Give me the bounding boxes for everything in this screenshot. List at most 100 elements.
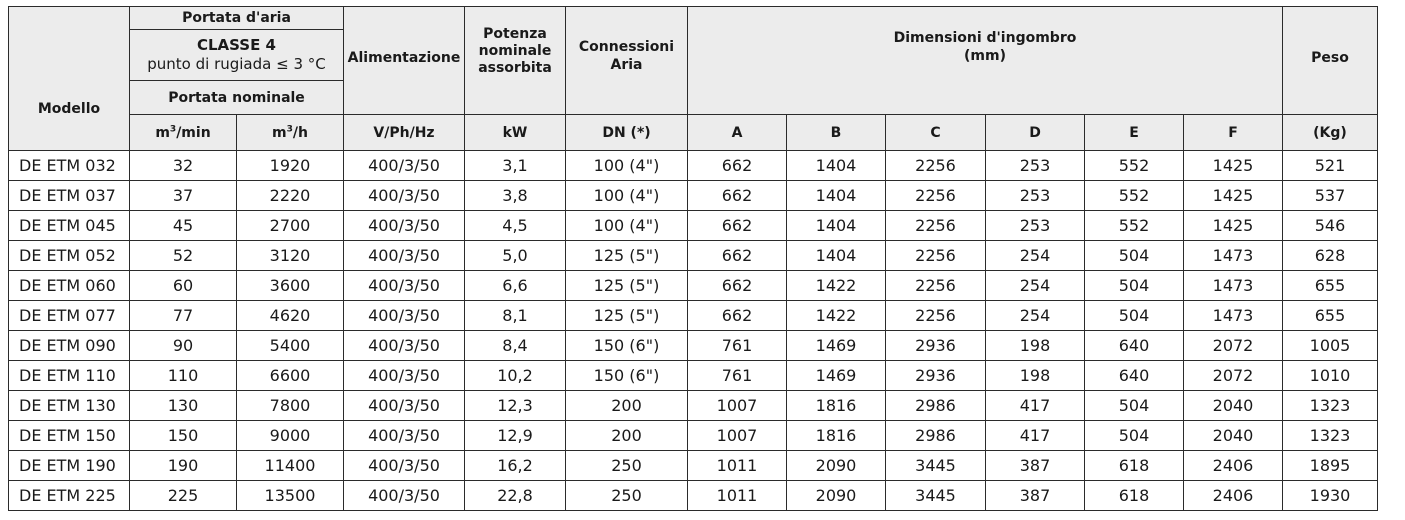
cell-dim-d: 253 <box>985 180 1085 211</box>
cell-m3h: 5400 <box>236 330 344 361</box>
cell-peso: 1323 <box>1282 420 1378 451</box>
header-portata-aria: Portata d'aria <box>129 6 344 30</box>
cell-potenza: 12,9 <box>464 420 566 451</box>
cell-dim-c: 2986 <box>885 420 986 451</box>
cell-dim-f: 1473 <box>1183 270 1283 301</box>
cell-m3h: 3600 <box>236 270 344 301</box>
cell-m3h: 2220 <box>236 180 344 211</box>
cell-dim-c: 2256 <box>885 150 986 181</box>
header-classe: CLASSE 4 punto di rugiada ≤ 3 °C <box>129 29 344 81</box>
cell-dim-e: 640 <box>1084 330 1184 361</box>
cell-potenza: 3,1 <box>464 150 566 181</box>
header-potenza: Potenza nominale assorbita <box>464 6 566 115</box>
cell-modello: DE ETM 060 <box>8 270 130 301</box>
cell-dim-c: 2256 <box>885 210 986 241</box>
table-row: DE ETM 110 110 6600 400/3/50 10,2 150 (6") 761… <box>8 360 1378 391</box>
cell-peso: 546 <box>1282 210 1378 241</box>
table-row: DE ETM 060 60 3600 400/3/50 6,6 125 (5") 662 14… <box>8 270 1378 301</box>
cell-connessione: 150 (6") <box>565 330 688 361</box>
cell-modello: DE ETM 032 <box>8 150 130 181</box>
spec-table-wrapper: Modello Portata d'aria Alimentazione Pot… <box>8 6 1378 511</box>
unit-m3h-sup: 3 <box>286 123 293 134</box>
cell-m3min: 77 <box>129 300 237 331</box>
cell-dim-e: 552 <box>1084 210 1184 241</box>
table-header: Modello Portata d'aria Alimentazione Pot… <box>8 6 1378 151</box>
cell-connessione: 250 <box>565 450 688 481</box>
unit-m3min-prefix: m <box>155 124 170 141</box>
cell-dim-a: 1011 <box>687 480 787 511</box>
cell-dim-a: 761 <box>687 360 787 391</box>
table-row: DE ETM 190 190 11400 400/3/50 16,2 250 1011 209… <box>8 450 1378 481</box>
cell-potenza: 8,1 <box>464 300 566 331</box>
cell-alimentazione: 400/3/50 <box>343 330 465 361</box>
cell-dim-c: 2936 <box>885 360 986 391</box>
cell-m3min: 37 <box>129 180 237 211</box>
cell-dim-c: 2256 <box>885 270 986 301</box>
cell-m3h: 6600 <box>236 360 344 391</box>
cell-potenza: 4,5 <box>464 210 566 241</box>
unit-dim-e: E <box>1084 114 1184 151</box>
cell-dim-e: 504 <box>1084 300 1184 331</box>
cell-dim-a: 662 <box>687 300 787 331</box>
unit-m3h-prefix: m <box>272 124 287 141</box>
cell-connessione: 125 (5") <box>565 300 688 331</box>
cell-dim-b: 1404 <box>786 240 886 271</box>
unit-dim-f: F <box>1183 114 1283 151</box>
unit-dn: DN (*) <box>565 114 688 151</box>
unit-vphhz: V/Ph/Hz <box>343 114 465 151</box>
cell-potenza: 22,8 <box>464 480 566 511</box>
cell-peso: 1895 <box>1282 450 1378 481</box>
cell-m3min: 110 <box>129 360 237 391</box>
unit-dim-b: B <box>786 114 886 151</box>
cell-dim-d: 417 <box>985 390 1085 421</box>
cell-modello: DE ETM 130 <box>8 390 130 421</box>
cell-modello: DE ETM 090 <box>8 330 130 361</box>
cell-connessione: 150 (6") <box>565 360 688 391</box>
cell-dim-e: 618 <box>1084 480 1184 511</box>
cell-alimentazione: 400/3/50 <box>343 480 465 511</box>
cell-dim-d: 253 <box>985 210 1085 241</box>
table-row: DE ETM 130 130 7800 400/3/50 12,3 200 1007 1816… <box>8 390 1378 421</box>
table-row: DE ETM 045 45 2700 400/3/50 4,5 100 (4") 662 14… <box>8 210 1378 241</box>
cell-dim-c: 2986 <box>885 390 986 421</box>
cell-dim-c: 3445 <box>885 450 986 481</box>
cell-dim-f: 2406 <box>1183 480 1283 511</box>
cell-dim-d: 198 <box>985 360 1085 391</box>
cell-peso: 1323 <box>1282 390 1378 421</box>
cell-dim-d: 198 <box>985 330 1085 361</box>
cell-potenza: 5,0 <box>464 240 566 271</box>
cell-connessione: 200 <box>565 420 688 451</box>
cell-potenza: 12,3 <box>464 390 566 421</box>
cell-dim-a: 662 <box>687 180 787 211</box>
cell-connessione: 200 <box>565 390 688 421</box>
table-row: DE ETM 150 150 9000 400/3/50 12,9 200 1007 1816… <box>8 420 1378 451</box>
table-row: DE ETM 090 90 5400 400/3/50 8,4 150 (6") 761 14… <box>8 330 1378 361</box>
unit-dim-a: A <box>687 114 787 151</box>
cell-m3h: 4620 <box>236 300 344 331</box>
cell-dim-e: 504 <box>1084 270 1184 301</box>
header-rugiada: punto di rugiada ≤ 3 °C <box>147 55 326 73</box>
table-row: DE ETM 077 77 4620 400/3/50 8,1 125 (5") 662 14… <box>8 300 1378 331</box>
cell-dim-b: 1816 <box>786 420 886 451</box>
header-potenza-line1: Potenza <box>483 26 547 42</box>
cell-dim-e: 618 <box>1084 450 1184 481</box>
cell-m3min: 52 <box>129 240 237 271</box>
unit-m3h: m3/h <box>236 114 344 151</box>
cell-dim-f: 2040 <box>1183 390 1283 421</box>
table-row: DE ETM 225 225 13500 400/3/50 22,8 250 1011 209… <box>8 480 1378 511</box>
table-body: DE ETM 032 32 1920 400/3/50 3,1 100 (4") 662 14… <box>8 150 1378 511</box>
table-row: DE ETM 052 52 3120 400/3/50 5,0 125 (5") 662 14… <box>8 240 1378 271</box>
cell-dim-d: 253 <box>985 150 1085 181</box>
cell-dim-b: 1404 <box>786 180 886 211</box>
cell-alimentazione: 400/3/50 <box>343 240 465 271</box>
header-connessioni: Connessioni Aria <box>565 6 688 115</box>
cell-dim-d: 254 <box>985 300 1085 331</box>
cell-peso: 655 <box>1282 270 1378 301</box>
unit-m3min-sup: 3 <box>169 123 177 134</box>
header-classe-title: CLASSE 4 <box>196 36 276 54</box>
cell-connessione: 250 <box>565 480 688 511</box>
cell-dim-f: 1425 <box>1183 150 1283 181</box>
cell-potenza: 8,4 <box>464 330 566 361</box>
cell-dim-f: 2040 <box>1183 420 1283 451</box>
header-connessioni-line1: Connessioni <box>578 39 675 55</box>
